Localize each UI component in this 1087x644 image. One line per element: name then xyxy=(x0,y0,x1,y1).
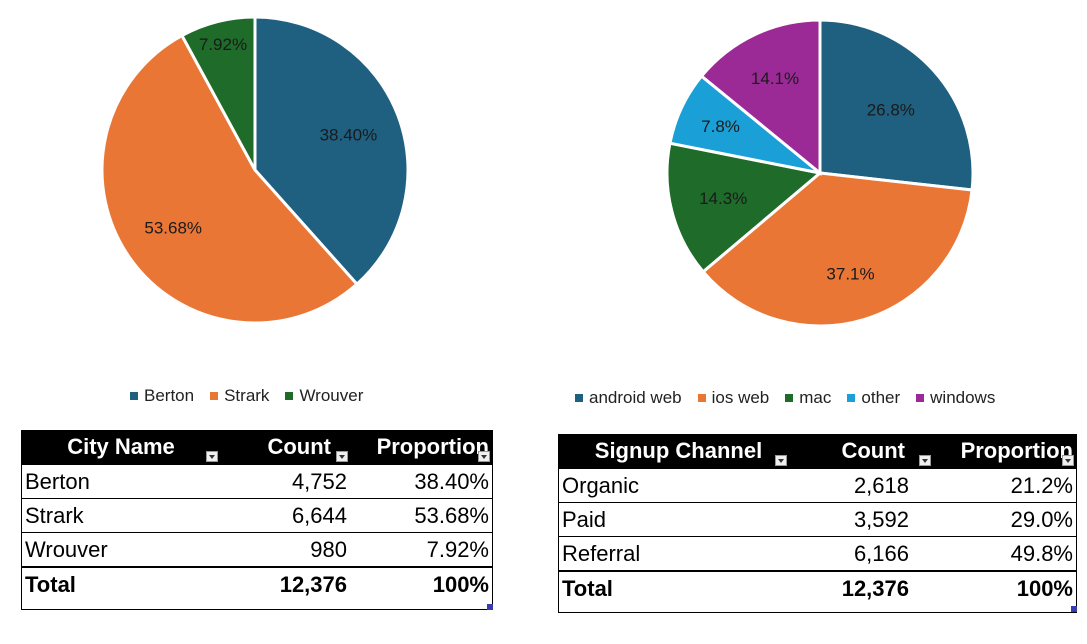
data-label: 38.40% xyxy=(320,125,378,144)
table-cell[interactable]: 4,752 xyxy=(221,464,351,499)
table-cell[interactable]: 49.8% xyxy=(939,536,1077,571)
signup-table: Signup Channel Count Proportion Organic … xyxy=(558,434,1077,605)
table-cell[interactable]: 12,376 xyxy=(799,570,939,605)
table-cell[interactable]: Total xyxy=(558,570,799,605)
city-pie-chart: 38.40% 53.68% 7.92% xyxy=(100,15,410,325)
pie-slice-android-web[interactable] xyxy=(818,18,975,192)
pie-slice-mac[interactable] xyxy=(665,141,824,274)
signup-pie-chart: 26.8% 37.1% 14.3% 7.8% 14.1% xyxy=(665,18,975,328)
legend-item: Strark xyxy=(210,386,269,406)
city-legend: Berton Strark Wrouver xyxy=(130,386,363,406)
filter-dropdown-icon[interactable] xyxy=(1062,455,1074,466)
table-cell[interactable]: 3,592 xyxy=(799,502,939,537)
signup-legend: android web ios web mac other windows xyxy=(575,388,995,408)
column-header-label: Count xyxy=(841,438,905,463)
legend-item: Berton xyxy=(130,386,194,406)
table-resize-handle[interactable] xyxy=(487,604,493,610)
legend-label: mac xyxy=(799,388,832,407)
pie-slice-berton[interactable] xyxy=(253,15,410,287)
legend-swatch xyxy=(285,392,294,400)
legend-item: windows xyxy=(916,388,995,408)
pie-slice-windows[interactable] xyxy=(699,18,822,177)
column-header-label: Proportion xyxy=(376,434,489,459)
table-row: Berton 4,752 38.40% xyxy=(21,464,493,499)
table-cell[interactable]: Strark xyxy=(21,498,221,533)
table-row: Referral 6,166 49.8% xyxy=(558,536,1077,571)
table-total-row: Total 12,376 100% xyxy=(558,570,1077,605)
table-cell[interactable]: Paid xyxy=(558,502,799,537)
data-label: 7.8% xyxy=(701,117,740,136)
data-label: 14.3% xyxy=(699,189,747,208)
legend-swatch xyxy=(785,394,794,402)
column-header-label: Signup Channel xyxy=(594,438,763,463)
data-label: 14.1% xyxy=(751,69,799,88)
table-cell[interactable]: 12,376 xyxy=(221,566,351,601)
legend-swatch xyxy=(130,392,138,400)
filter-dropdown-icon[interactable] xyxy=(775,455,787,466)
table-cell[interactable]: Referral xyxy=(558,536,799,571)
table-cell[interactable]: Organic xyxy=(558,468,799,503)
column-header-label: Proportion xyxy=(960,438,1073,463)
filter-dropdown-icon[interactable] xyxy=(206,451,218,462)
column-header-signup-channel[interactable]: Signup Channel xyxy=(558,434,799,469)
table-cell[interactable]: 100% xyxy=(939,570,1077,605)
table-resize-handle[interactable] xyxy=(1071,606,1077,612)
table-cell[interactable]: 6,166 xyxy=(799,536,939,571)
filter-dropdown-icon[interactable] xyxy=(336,451,348,462)
table-header-row: City Name Count Proportion xyxy=(21,430,493,465)
pie-slice-wrouver[interactable] xyxy=(179,15,257,171)
table-cell[interactable]: 38.40% xyxy=(351,464,493,499)
table-cell[interactable]: 2,618 xyxy=(799,468,939,503)
legend-label: other xyxy=(861,388,901,407)
table-cell[interactable]: 7.92% xyxy=(351,532,493,567)
table-cell[interactable]: Total xyxy=(21,566,221,601)
legend-label: Wrouver xyxy=(299,386,364,405)
legend-item: Wrouver xyxy=(285,386,363,406)
table-cell[interactable]: Berton xyxy=(21,464,221,499)
legend-item: ios web xyxy=(697,388,770,408)
table-row: Strark 6,644 53.68% xyxy=(21,498,493,533)
table-row: Wrouver 980 7.92% xyxy=(21,532,493,567)
legend-swatch xyxy=(210,392,219,400)
legend-item: other xyxy=(847,388,900,408)
legend-swatch xyxy=(575,394,583,402)
legend-label: Strark xyxy=(224,386,270,405)
pie-slice-strark[interactable] xyxy=(100,33,360,325)
data-label: 7.92% xyxy=(199,35,247,54)
table-row: Organic 2,618 21.2% xyxy=(558,468,1077,503)
column-header-label: Count xyxy=(267,434,331,459)
filter-dropdown-icon[interactable] xyxy=(919,455,931,466)
table-cell[interactable]: 980 xyxy=(221,532,351,567)
table-row: Paid 3,592 29.0% xyxy=(558,502,1077,537)
legend-label: windows xyxy=(930,388,996,407)
legend-label: Berton xyxy=(144,386,195,405)
table-cell[interactable]: 100% xyxy=(351,566,493,601)
pie-slice-ios-web[interactable] xyxy=(701,171,974,328)
legend-swatch xyxy=(916,394,925,402)
legend-swatch xyxy=(847,394,856,402)
legend-label: ios web xyxy=(711,388,770,407)
legend-label: android web xyxy=(589,388,682,407)
table-cell[interactable]: Wrouver xyxy=(21,532,221,567)
table-header-row: Signup Channel Count Proportion xyxy=(558,434,1077,469)
data-label: 37.1% xyxy=(826,264,874,283)
data-label: 53.68% xyxy=(144,219,202,238)
table-cell[interactable]: 53.68% xyxy=(351,498,493,533)
column-header-label: City Name xyxy=(67,434,175,459)
city-table: City Name Count Proportion Berton 4,752 … xyxy=(21,430,493,601)
table-total-row: Total 12,376 100% xyxy=(21,566,493,601)
column-header-proportion[interactable]: Proportion xyxy=(939,434,1077,469)
legend-item: mac xyxy=(785,388,831,408)
table-cell[interactable]: 29.0% xyxy=(939,502,1077,537)
column-header-count[interactable]: Count xyxy=(799,434,939,469)
legend-item: android web xyxy=(575,388,682,408)
table-cell[interactable]: 6,644 xyxy=(221,498,351,533)
column-header-proportion[interactable]: Proportion xyxy=(351,430,493,465)
column-header-count[interactable]: Count xyxy=(221,430,351,465)
table-cell[interactable]: 21.2% xyxy=(939,468,1077,503)
data-label: 26.8% xyxy=(867,101,915,120)
legend-swatch xyxy=(697,394,706,402)
filter-dropdown-icon[interactable] xyxy=(478,451,490,462)
column-header-city-name[interactable]: City Name xyxy=(21,430,221,465)
